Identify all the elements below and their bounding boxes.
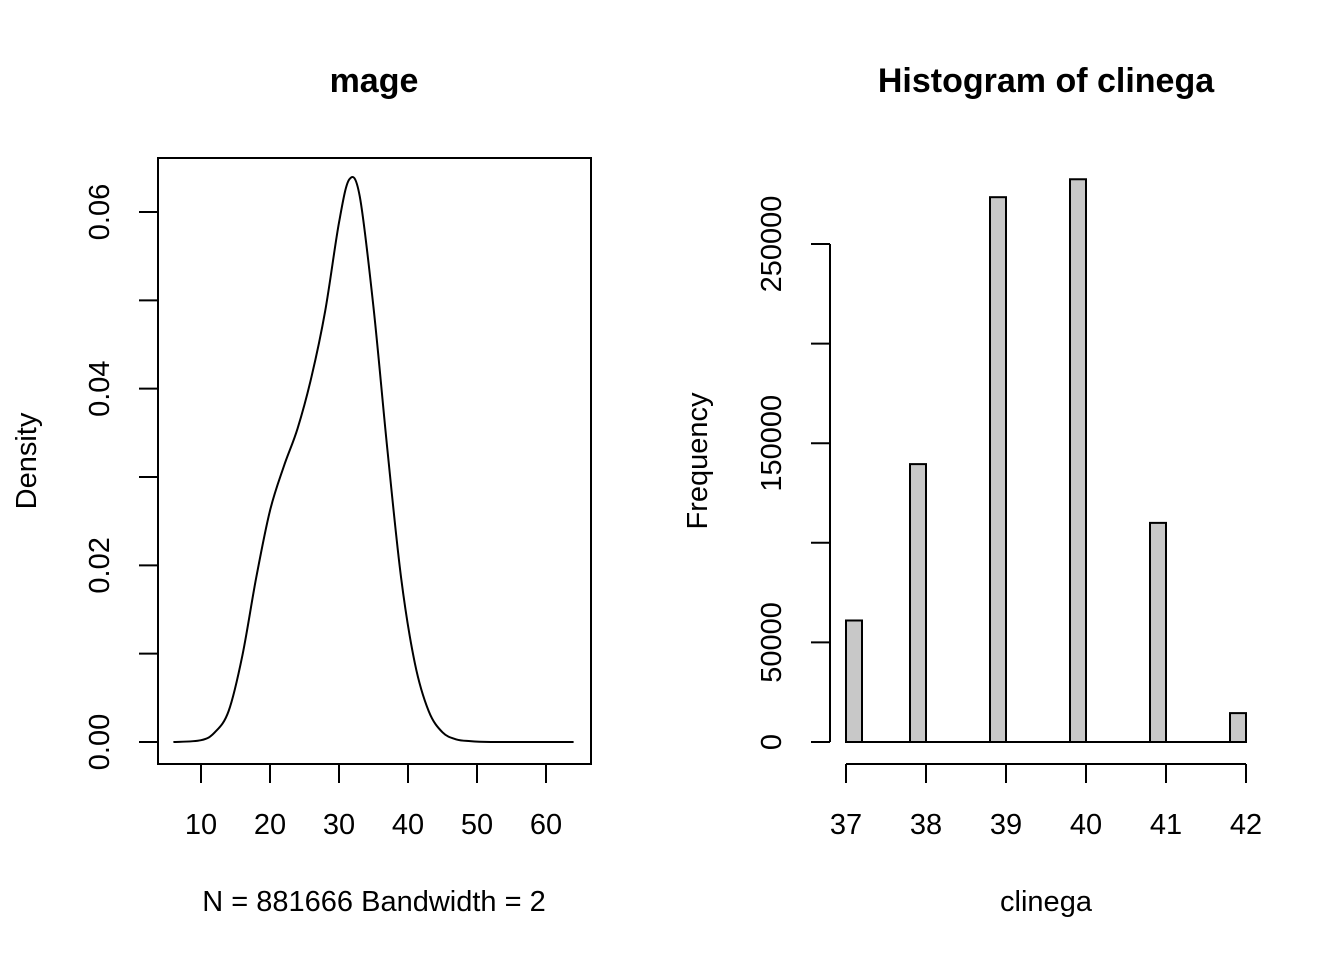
histogram-x-tick-label: 40 [1070, 809, 1102, 841]
histogram-x-axis: 37 38 39 40 41 42 [830, 763, 1262, 841]
histogram-x-tick-label: 37 [830, 809, 862, 841]
density-title: mage [330, 62, 419, 100]
histogram-bar [1149, 521, 1167, 743]
density-x-tick-label: 40 [392, 809, 424, 841]
histogram-panel: Histogram of clinega 37 38 39 40 41 42 0 50000… [682, 62, 1262, 918]
density-y-tick-label: 0.04 [84, 360, 116, 416]
density-curve [173, 176, 574, 744]
density-x-axis: 10 20 30 40 50 60 [185, 763, 562, 841]
density-x-tick-label: 10 [185, 809, 217, 841]
histogram-bar [1069, 178, 1087, 743]
histogram-x-tick-label: 42 [1230, 809, 1262, 841]
density-x-tick-label: 20 [254, 809, 286, 841]
density-panel: mage 10 20 30 40 50 60 0.00 0.02 0.04 0.06 N = 8… [11, 62, 592, 918]
histogram-y-tick-label: 50000 [756, 602, 788, 683]
histogram-y-tick-label: 0 [756, 734, 788, 750]
density-y-tick-label: 0.06 [84, 184, 116, 240]
histogram-bars [845, 178, 1247, 744]
density-x-tick-label: 60 [530, 809, 562, 841]
histogram-x-tick-label: 39 [990, 809, 1022, 841]
density-x-label: N = 881666 Bandwidth = 2 [202, 886, 545, 918]
density-y-tick-label: 0.00 [84, 714, 116, 770]
histogram-y-label: Frequency [682, 392, 714, 530]
density-x-tick-label: 30 [323, 809, 355, 841]
histogram-bar [909, 463, 927, 743]
histogram-bar [845, 619, 863, 743]
histogram-bar [989, 196, 1007, 744]
histogram-title: Histogram of clinega [878, 62, 1215, 100]
density-y-axis: 0.00 0.02 0.04 0.06 [84, 184, 159, 770]
histogram-y-tick-label: 250000 [756, 196, 788, 293]
histogram-x-label: clinega [1000, 886, 1093, 918]
density-plot-box [157, 157, 592, 765]
density-x-tick-label: 50 [461, 809, 493, 841]
density-y-label: Density [11, 412, 43, 509]
histogram-x-tick-label: 38 [910, 809, 942, 841]
histogram-bar [1229, 712, 1247, 744]
histogram-y-tick-label: 150000 [756, 395, 788, 492]
density-y-tick-label: 0.02 [84, 537, 116, 593]
histogram-y-axis: 0 50000 150000 250000 [756, 196, 831, 750]
histogram-x-tick-label: 41 [1150, 809, 1182, 841]
